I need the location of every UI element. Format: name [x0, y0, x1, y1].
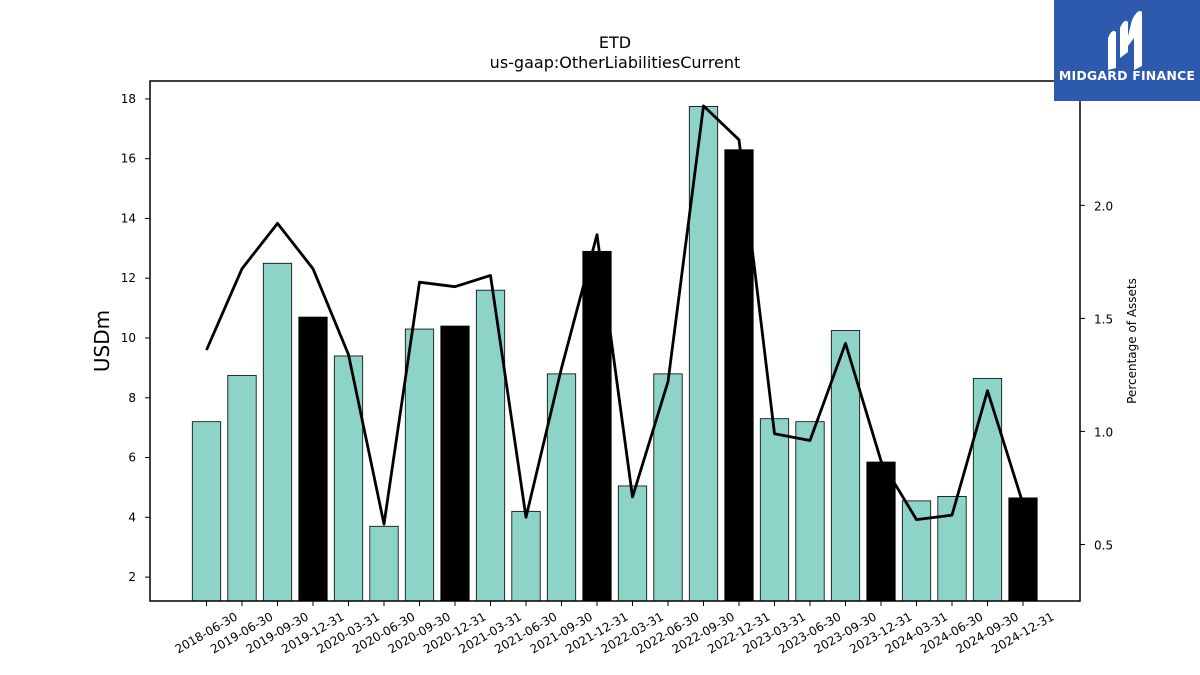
left-y-axis: 2 4 6 8 10 12 14 16 18: [121, 92, 150, 584]
bar-2024-12-31: [1008, 497, 1038, 602]
y2-axis-label: Percentage of Assets: [1125, 278, 1139, 404]
line-layer: [205, 104, 1025, 526]
bar-2019-12-31: [298, 316, 328, 602]
bars-layer: [191, 106, 1038, 602]
y-tick-label: 14: [121, 211, 136, 225]
brand-name: MIDGARD FINANCE: [1058, 68, 1196, 83]
y-tick-label: 6: [128, 451, 136, 465]
bar-2020-03-31: [333, 355, 364, 602]
bar-2022-06-30: [653, 373, 683, 602]
y-axis-label: USDm: [90, 310, 114, 372]
bar-2023-06-30: [795, 421, 825, 602]
bar-2024-09-30: [972, 377, 1003, 602]
y2-tick-label: 1.0: [1094, 425, 1113, 439]
bar-2024-03-31: [901, 500, 932, 602]
bar-2018-06-30: [191, 421, 222, 602]
bar-2019-06-30: [227, 374, 257, 602]
y-tick-label: 10: [121, 331, 136, 345]
chart-title: ETD: [599, 33, 631, 52]
bar-2020-09-30: [404, 328, 435, 602]
y-tick-label: 16: [121, 152, 136, 166]
y-tick-label: 2: [128, 570, 136, 584]
y2-tick-label: 1.5: [1094, 312, 1113, 326]
y-tick-label: 18: [121, 92, 136, 106]
y2-tick-label: 2.0: [1094, 199, 1113, 213]
bar-2023-03-31: [759, 418, 790, 602]
midgard-logo-icon: [1108, 11, 1142, 70]
y-tick-label: 4: [128, 510, 136, 524]
bar-2023-12-31: [866, 461, 896, 602]
bar-2022-03-31: [617, 485, 648, 602]
y-tick-label: 12: [121, 271, 136, 285]
chart-subtitle: us-gaap:OtherLiabilitiesCurrent: [490, 53, 741, 72]
plot-frame: [149, 80, 1081, 602]
y-tick-label: 8: [128, 391, 136, 405]
x-axis: 2018-06-302019-06-302019-09-302019-12-31…: [173, 601, 1057, 656]
bar-2019-09-30: [262, 262, 293, 602]
right-y-axis: 0.5 1.0 1.5 2.0: [1080, 199, 1113, 552]
bar-2020-06-30: [369, 525, 399, 602]
bar-2020-12-31: [440, 325, 470, 602]
percentage-of-assets-line: [205, 104, 1025, 526]
y2-tick-label: 0.5: [1094, 538, 1113, 552]
bar-2021-06-30: [511, 510, 541, 602]
brand-logo: MIDGARD FINANCE: [1054, 0, 1200, 101]
